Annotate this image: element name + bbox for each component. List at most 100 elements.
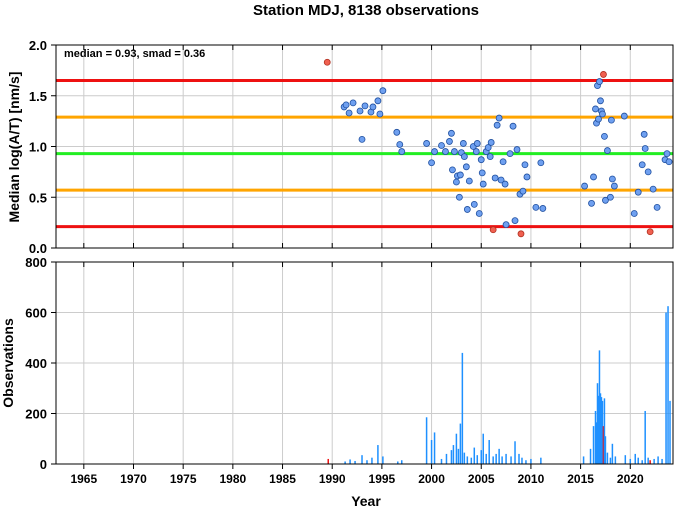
data-point [349, 99, 357, 107]
observation-bar [425, 417, 428, 464]
data-point [502, 221, 510, 229]
data-point [506, 150, 514, 158]
observation-bar [592, 426, 595, 464]
bottom-y-tick-label: 200 [25, 407, 47, 422]
bottom-y-tick-label: 800 [25, 255, 47, 270]
top-y-tick-label: 0.5 [29, 190, 47, 205]
observation-bar [480, 450, 482, 464]
data-point [398, 148, 406, 155]
data-point [592, 105, 599, 113]
observation-bar [505, 453, 507, 464]
observation-bar [598, 350, 601, 464]
data-point [459, 140, 467, 147]
data-point [358, 135, 366, 143]
data-point [356, 107, 364, 115]
stats-annotation: median = 0.93, smad = 0.36 [64, 48, 205, 60]
data-point [486, 153, 494, 161]
data-point [369, 103, 377, 111]
data-point [532, 203, 540, 211]
observation-bar [354, 460, 356, 464]
observation-bar-red [327, 458, 329, 464]
data-point [581, 182, 588, 190]
data-point [463, 206, 471, 213]
top-y-tick-label: 1.5 [29, 89, 47, 104]
x-axis-label: Year [351, 493, 381, 509]
observation-bar [440, 458, 443, 464]
data-point [497, 176, 505, 184]
data-point [473, 140, 481, 147]
x-tick-label: 2000 [418, 472, 445, 486]
observation-bar [344, 461, 346, 464]
observation-bar [589, 448, 592, 464]
observation-bar [647, 457, 649, 464]
scatter-points [323, 58, 673, 238]
observation-bar [488, 440, 490, 464]
data-point [478, 169, 486, 177]
top-panel-grid [56, 44, 673, 249]
x-tick-label: 1990 [319, 472, 346, 486]
observation-bar [597, 395, 600, 464]
observation-bar [641, 460, 643, 464]
chart-title: Station MDJ, 8138 observations [253, 2, 479, 19]
observation-bar [521, 457, 523, 464]
data-point [484, 144, 492, 151]
observation-bar [510, 456, 512, 464]
data-point [455, 193, 463, 201]
data-point [620, 112, 628, 120]
data-point [597, 97, 604, 105]
data-point [449, 166, 456, 174]
x-tick-label: 1985 [269, 472, 296, 486]
data-point [448, 129, 455, 137]
data-point [493, 121, 501, 129]
data-point [604, 147, 611, 154]
observation-bar [463, 452, 466, 464]
observation-bar [514, 441, 516, 464]
data-point [446, 138, 453, 145]
observation-bar [629, 458, 632, 464]
data-point [470, 200, 478, 208]
observation-bar [482, 433, 484, 464]
outlier-point [600, 71, 607, 78]
data-point [462, 163, 470, 171]
top-y-tick-label: 1.0 [29, 140, 47, 155]
data-point [479, 180, 487, 188]
data-point [460, 153, 468, 161]
data-point [396, 141, 404, 148]
x-tick-label: 2010 [518, 472, 545, 486]
data-point [638, 161, 646, 169]
observation-bar [377, 445, 379, 464]
observation-bar [665, 312, 667, 464]
data-point [599, 110, 606, 118]
bottom-y-tick-label: 0 [40, 457, 47, 472]
data-point [509, 122, 517, 130]
observation-bar [382, 456, 384, 464]
data-point [423, 140, 430, 147]
data-point [491, 174, 499, 182]
data-point [442, 148, 449, 155]
data-point [465, 177, 473, 185]
observation-bar [457, 448, 460, 464]
observation-bar [485, 453, 487, 464]
observation-bar [492, 456, 494, 464]
observation-bar [637, 457, 639, 464]
observation-bar [540, 457, 542, 464]
data-point [596, 78, 603, 85]
x-tick-label: 2015 [567, 472, 594, 486]
observation-bar-red [602, 426, 605, 464]
observation-bar [530, 458, 532, 464]
observation-bar [470, 457, 473, 464]
observation-bar [476, 455, 479, 464]
bottom-y-tick-label: 600 [25, 306, 47, 321]
top-y-tick-label: 0.0 [29, 241, 47, 256]
data-point [521, 161, 529, 169]
observation-bar [661, 458, 663, 464]
data-point [601, 132, 608, 140]
data-point [588, 199, 595, 207]
observation-bar-red [649, 460, 651, 464]
observation-bar [455, 433, 458, 464]
observation-bar [473, 447, 476, 464]
observation-bar [433, 432, 436, 464]
outlier-point [646, 228, 654, 236]
data-point [345, 109, 353, 117]
